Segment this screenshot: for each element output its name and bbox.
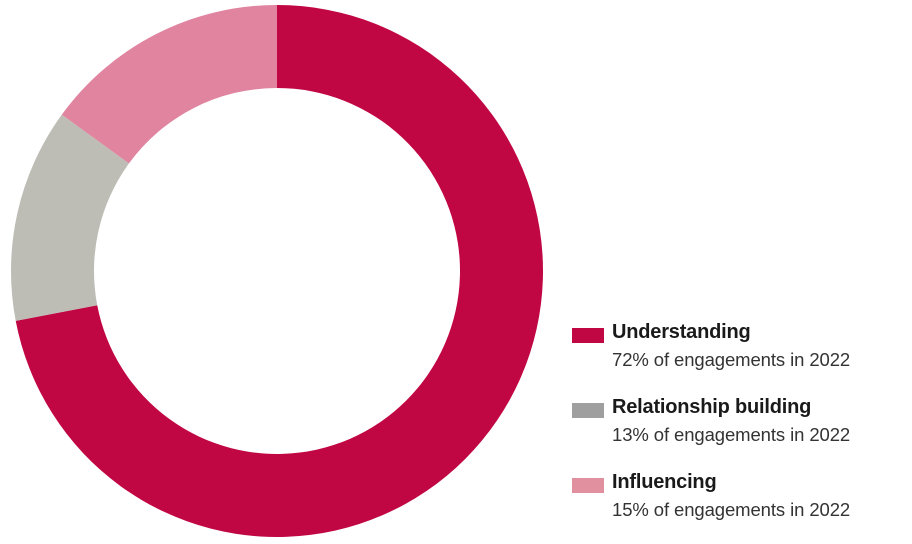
legend-description-understanding: 72% of engagements in 2022 xyxy=(612,349,851,370)
legend-item-influencing: Influencing 15% of engagements in 2022 xyxy=(572,469,912,544)
donut-slice-understanding xyxy=(15,5,543,538)
legend-swatch-influencing xyxy=(572,478,604,493)
legend-swatch-understanding xyxy=(572,328,604,343)
donut-slice-influencing xyxy=(61,5,277,164)
legend-label-influencing: Influencing xyxy=(612,471,717,493)
legend-item-relationship-building: Relationship building 13% of engagements… xyxy=(572,394,912,469)
chart-legend: Understanding 72% of engagements in 2022… xyxy=(572,319,912,544)
legend-label-relationship-building: Relationship building xyxy=(612,396,812,418)
legend-label-understanding: Understanding xyxy=(612,321,751,343)
legend-description-influencing: 15% of engagements in 2022 xyxy=(612,499,851,520)
legend-swatch-relationship-building xyxy=(572,403,604,418)
legend-description-relationship-building: 13% of engagements in 2022 xyxy=(612,424,851,445)
donut-slice-relationship-building xyxy=(11,114,129,321)
donut-chart xyxy=(11,5,543,538)
legend-item-understanding: Understanding 72% of engagements in 2022 xyxy=(572,319,912,394)
